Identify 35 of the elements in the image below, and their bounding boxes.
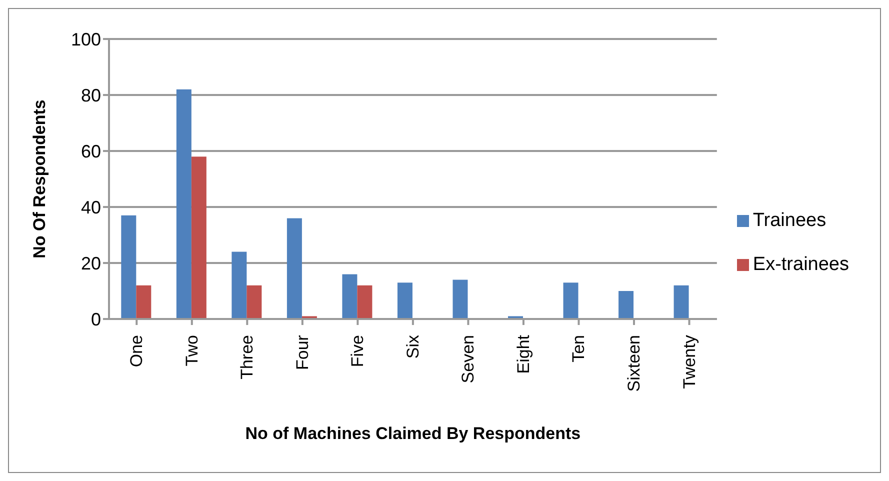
bar	[136, 285, 152, 319]
bar	[397, 282, 412, 319]
y-tick-label: 40	[80, 197, 101, 218]
y-tick-label: 100	[70, 29, 101, 50]
x-tick-label: Two	[182, 335, 202, 366]
y-tick-label: 0	[90, 309, 101, 330]
x-tick-label: Twenty	[680, 334, 699, 389]
bar	[618, 291, 634, 319]
x-tick-label: Eight	[514, 334, 533, 374]
x-tick-label: Six	[403, 334, 422, 359]
bar	[232, 252, 247, 319]
bar	[121, 215, 136, 319]
x-tick-label: Seven	[458, 335, 478, 384]
y-tick-label: 60	[80, 141, 101, 162]
x-tick-label: Three	[238, 335, 257, 380]
y-tick-label: 20	[80, 253, 101, 274]
x-tick-label: Four	[292, 334, 312, 370]
bar	[246, 285, 262, 319]
bar	[674, 285, 689, 319]
bar	[286, 218, 302, 319]
bar	[342, 274, 358, 319]
x-tick-label: Five	[348, 335, 368, 368]
x-tick-label: Ten	[569, 335, 588, 362]
x-axis-title: No of Machines Claimed By Respondents	[245, 424, 581, 443]
bar	[357, 285, 372, 319]
bar	[563, 282, 578, 319]
y-axis-title: No Of Respondents	[30, 100, 50, 258]
legend-label: Ex-trainees	[752, 254, 849, 275]
bar	[176, 89, 192, 319]
bar	[452, 280, 468, 319]
legend-label: Trainees	[752, 210, 826, 231]
bar	[191, 156, 206, 319]
y-tick-label: 80	[80, 85, 101, 106]
x-tick-label: Sixteen	[624, 335, 644, 392]
x-tick-label: One	[127, 335, 146, 368]
